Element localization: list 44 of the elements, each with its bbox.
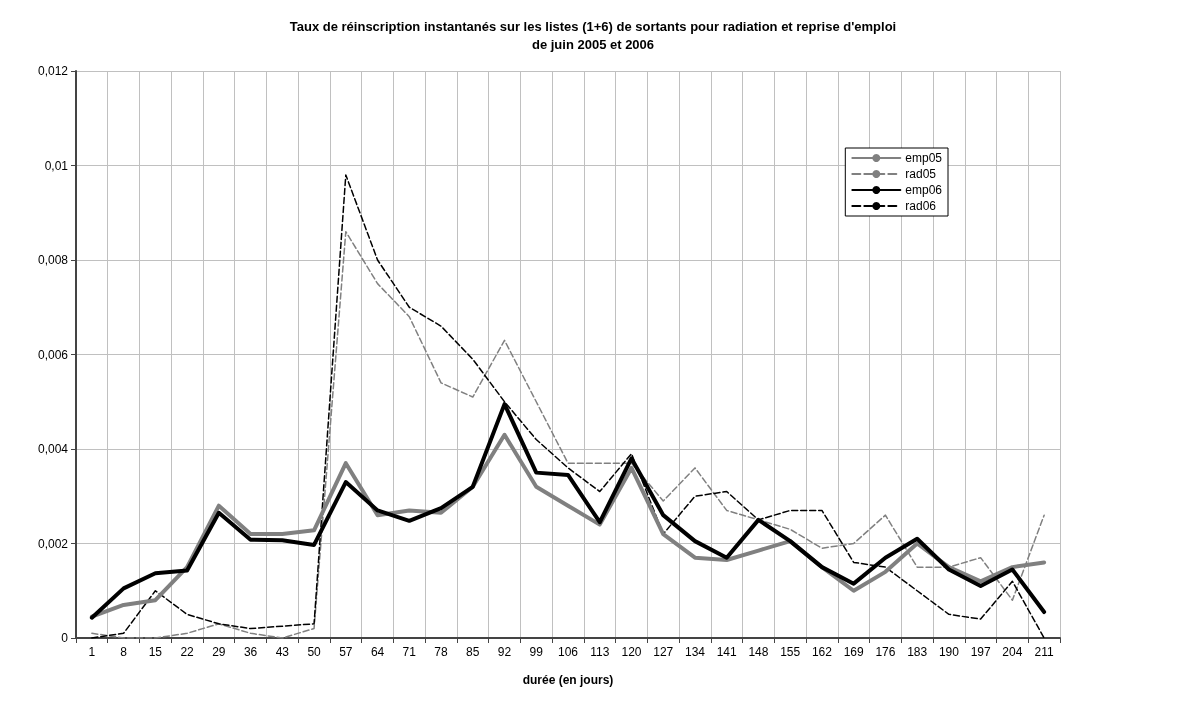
- y-tick-label: 0,006: [37, 347, 69, 362]
- x-tick-label: 127: [653, 645, 674, 659]
- chart-title: Taux de réinscription instantanés sur les listes (1+6) de sortants pour radiation et reprise d'emploi de juin 2005 et 2006: [289, 18, 897, 52]
- x-tick-label: 183: [907, 645, 928, 659]
- x-tick-label: 141: [716, 645, 738, 659]
- x-tick-label: 190: [938, 645, 960, 659]
- x-tick-label: 169: [843, 645, 865, 659]
- y-tick-label: 0,01: [44, 158, 69, 173]
- y-tick-label: 0,004: [37, 442, 69, 456]
- x-tick-label: 85: [466, 645, 480, 659]
- x-tick-label: 155: [780, 645, 801, 659]
- x-tick-label: 78: [434, 645, 449, 659]
- x-tick-label: 1: [88, 645, 96, 659]
- x-tick-label: 134: [684, 645, 706, 659]
- legend-label: rad05: [905, 167, 937, 181]
- x-tick-label: 50: [307, 645, 322, 659]
- x-tick-label: 120: [621, 645, 642, 659]
- y-tick-label: 0: [61, 631, 69, 645]
- y-tick-label: 0,002: [37, 536, 69, 551]
- x-tick-label: 22: [180, 645, 195, 659]
- legend-label: emp06: [905, 183, 943, 197]
- y-tick-label: 0,008: [37, 253, 69, 267]
- x-tick-label: 148: [748, 645, 769, 659]
- x-tick-label: 99: [529, 645, 544, 659]
- x-tick-label: 211: [1034, 645, 1055, 659]
- legend-label: rad06: [905, 199, 937, 213]
- legend-label: emp05: [905, 151, 943, 165]
- x-tick-label: 57: [339, 645, 353, 659]
- x-tick-label: 92: [497, 645, 512, 659]
- x-tick-label: 71: [402, 645, 417, 659]
- x-tick-label: 29: [212, 645, 226, 659]
- x-tick-label: 64: [370, 645, 385, 659]
- x-tick-label: 197: [970, 645, 991, 659]
- x-tick-label: 36: [243, 645, 258, 659]
- x-tick-label: 204: [1002, 645, 1023, 659]
- x-axis-title: durée (en jours): [522, 673, 614, 687]
- x-tick-label: 8: [120, 645, 128, 659]
- x-tick-label: 113: [590, 645, 610, 659]
- x-tick-label: 43: [275, 645, 290, 659]
- y-tick-label: 0,012: [37, 64, 69, 78]
- x-tick-label: 15: [148, 645, 163, 659]
- x-tick-label: 106: [557, 645, 579, 659]
- x-tick-label: 176: [875, 645, 896, 659]
- x-tick-label: 162: [811, 645, 833, 659]
